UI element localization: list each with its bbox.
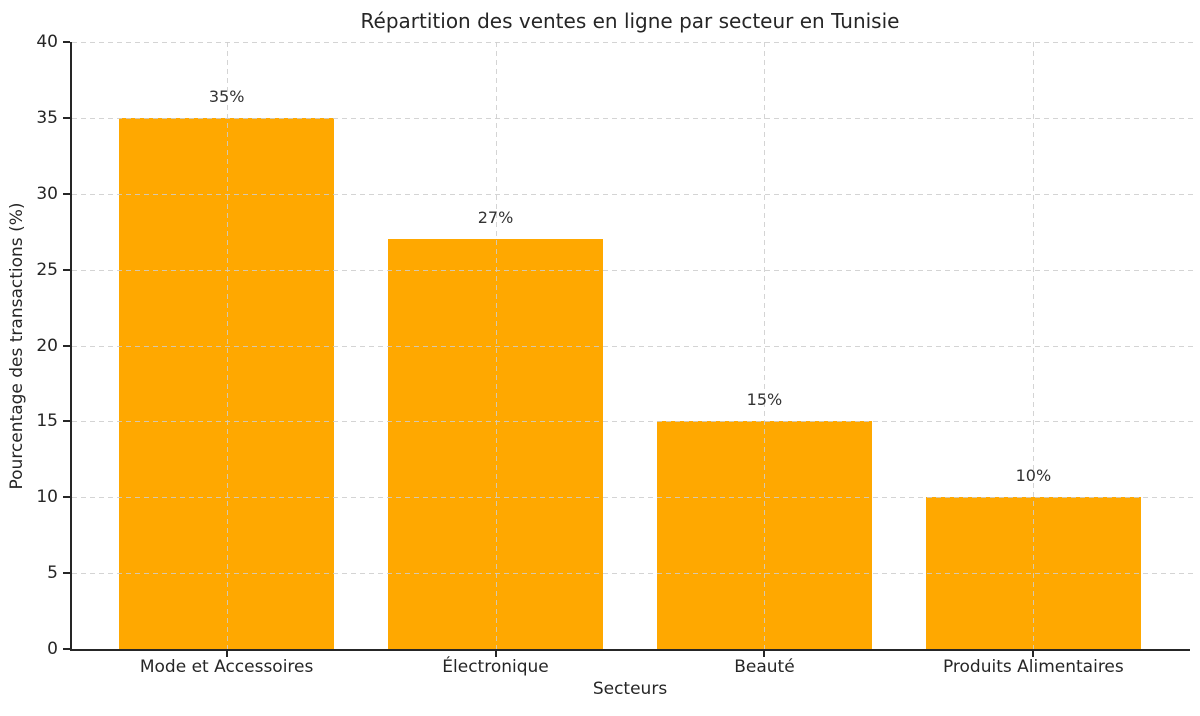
x-tick-label: Beauté <box>734 657 795 677</box>
bar-value-label: 35% <box>208 86 245 106</box>
y-tick-mark <box>63 268 70 271</box>
y-axis-spine <box>70 42 72 651</box>
y-tick-label: 25 <box>36 259 58 280</box>
y-tick-label: 30 <box>36 183 58 204</box>
y-tick-mark <box>63 648 70 650</box>
y-tick-mark <box>63 41 70 43</box>
chart-title: Répartition des ventes en ligne par sect… <box>360 9 900 33</box>
x-axis-spine <box>70 649 1190 651</box>
grid-line-horizontal <box>72 117 1196 119</box>
grid-line-vertical <box>1033 42 1035 649</box>
x-tick-label: Mode et Accessoires <box>139 657 314 677</box>
grid-line-horizontal <box>72 42 1196 43</box>
y-tick-label: 10 <box>36 487 58 508</box>
grid-line-vertical <box>495 42 497 649</box>
y-tick-mark <box>63 344 70 347</box>
x-axis-label: Secteurs <box>592 679 668 699</box>
x-tick-label: Électronique <box>442 657 549 677</box>
grid-line-horizontal <box>72 345 1196 347</box>
y-tick-label: 15 <box>36 411 58 432</box>
y-tick-mark <box>63 572 70 575</box>
y-tick-label: 5 <box>47 563 58 584</box>
y-tick-mark <box>63 420 70 423</box>
y-tick-mark <box>63 192 70 195</box>
y-tick-label: 40 <box>36 32 58 52</box>
y-tick-mark <box>63 116 70 119</box>
bar-value-label: 10% <box>1015 466 1052 486</box>
x-tick-mark <box>1032 651 1035 657</box>
bar-value-label: 15% <box>746 390 783 410</box>
grid-line-horizontal <box>72 193 1196 195</box>
y-tick-label: 35 <box>36 107 58 128</box>
x-tick-mark <box>225 651 228 657</box>
x-tick-mark <box>763 651 766 657</box>
grid-line-horizontal <box>72 421 1196 423</box>
y-tick-label: 20 <box>36 335 58 356</box>
grid-line-vertical <box>226 42 228 649</box>
x-tick-label: Produits Alimentaires <box>942 657 1124 677</box>
bar-value-label: 27% <box>477 208 514 228</box>
x-tick-mark <box>494 651 497 657</box>
y-tick-mark <box>63 496 70 499</box>
grid-line-horizontal <box>72 497 1196 499</box>
grid-line-horizontal <box>72 573 1196 575</box>
grid-line-horizontal <box>72 269 1196 271</box>
y-tick-label: 0 <box>47 639 58 659</box>
grid-line-vertical <box>764 42 766 649</box>
bar-0 <box>119 117 335 649</box>
